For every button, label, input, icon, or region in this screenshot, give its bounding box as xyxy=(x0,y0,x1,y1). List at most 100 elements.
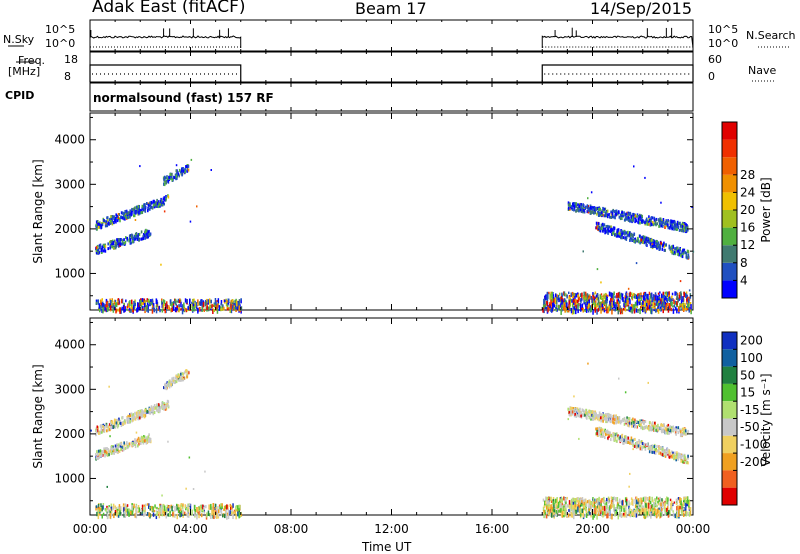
echo-cell xyxy=(147,230,150,234)
echo-cell xyxy=(570,206,572,210)
clutter-cell xyxy=(615,497,617,502)
echo-cell xyxy=(630,436,633,440)
echo-cell xyxy=(591,417,593,421)
clutter-cell xyxy=(574,498,576,503)
clutter-cell xyxy=(635,496,638,502)
clutter-cell xyxy=(631,512,633,517)
clutter-cell xyxy=(221,304,224,308)
clutter-cell xyxy=(132,308,134,313)
echo-cell xyxy=(632,219,634,223)
clutter-cell xyxy=(140,509,142,513)
clutter-cell xyxy=(659,506,662,509)
echo-cell xyxy=(622,236,625,240)
echo-cell xyxy=(623,438,625,442)
clutter-cell xyxy=(236,300,238,307)
clutter-cell xyxy=(556,506,559,510)
echo-cell xyxy=(595,432,597,436)
echo-cell xyxy=(645,220,647,224)
echo-cell xyxy=(607,430,610,434)
clutter-cell xyxy=(126,308,128,311)
echo-cell xyxy=(654,449,657,453)
echo-cell xyxy=(182,169,185,173)
scatter-cell xyxy=(596,268,599,271)
clutter-cell xyxy=(137,303,140,307)
clutter-cell xyxy=(585,304,587,311)
echo-cell xyxy=(181,173,183,177)
echo-cell xyxy=(119,219,121,223)
clutter-cell xyxy=(182,505,184,509)
echo-cell xyxy=(123,238,125,242)
clutter-cell xyxy=(572,304,574,308)
clutter-cell xyxy=(606,307,608,314)
clutter-cell xyxy=(581,292,583,297)
clutter-cell xyxy=(221,505,223,509)
echo-cell xyxy=(102,249,105,253)
echo-cell xyxy=(602,419,604,423)
clutter-cell xyxy=(555,510,558,514)
echo-cell xyxy=(667,223,669,227)
echo-cell xyxy=(664,248,666,252)
velocity-panel xyxy=(90,362,692,520)
clutter-cell xyxy=(568,509,570,512)
clutter-cell xyxy=(161,302,163,308)
echo-cell xyxy=(675,223,678,227)
echo-cell xyxy=(668,429,671,433)
echo-cell xyxy=(139,411,142,415)
clutter-cell xyxy=(638,294,640,301)
clutter-cell xyxy=(573,308,575,315)
echo-cell xyxy=(172,175,175,179)
echo-cell xyxy=(680,254,682,258)
echo-cell xyxy=(166,384,168,387)
echo-cell xyxy=(108,423,111,427)
echo-cell xyxy=(612,414,614,418)
clutter-cell xyxy=(611,308,613,315)
clutter-cell xyxy=(553,512,556,515)
echo-cell xyxy=(164,386,167,389)
clutter-cell xyxy=(546,508,549,513)
clutter-cell xyxy=(643,507,645,514)
echo-cell xyxy=(578,205,580,208)
echo-cell xyxy=(166,399,169,403)
echo-cell xyxy=(611,212,614,216)
echo-cell xyxy=(166,177,169,181)
clutter-cell xyxy=(564,303,566,309)
clutter-cell xyxy=(644,502,647,508)
echo-cell xyxy=(675,458,677,462)
echo-cell xyxy=(636,214,639,218)
clutter-cell xyxy=(133,305,135,310)
clutter-cell xyxy=(681,509,683,516)
clutter-cell xyxy=(207,510,210,517)
echo-cell xyxy=(625,215,628,219)
echo-cell xyxy=(586,411,588,415)
clutter-cell xyxy=(561,298,563,301)
clutter-cell xyxy=(157,306,160,312)
echo-cell xyxy=(150,407,152,411)
echo-cell xyxy=(128,420,130,424)
echo-cell xyxy=(671,245,673,249)
echo-cell xyxy=(638,221,640,225)
panel-frame xyxy=(89,51,694,83)
echo-cell xyxy=(658,426,660,430)
echo-cell xyxy=(666,451,669,455)
clutter-cell xyxy=(135,508,138,515)
clutter-cell xyxy=(593,501,596,506)
echo-cell xyxy=(169,173,171,176)
clutter-cell xyxy=(148,512,150,518)
clutter-cell xyxy=(203,506,205,510)
echo-cell xyxy=(138,238,140,242)
clutter-cell xyxy=(112,503,115,510)
clutter-cell xyxy=(593,509,595,512)
clutter-cell xyxy=(650,512,652,519)
clutter-cell xyxy=(184,504,186,509)
echo-cell xyxy=(582,210,584,214)
echo-cell xyxy=(122,422,124,426)
clutter-cell xyxy=(146,503,149,506)
clutter-cell xyxy=(191,303,193,309)
echo-cell xyxy=(569,202,571,206)
echo-cell xyxy=(116,418,119,422)
clutter-cell xyxy=(661,502,664,508)
clutter-cell xyxy=(645,509,648,514)
echo-cell xyxy=(658,224,660,228)
clutter-cell xyxy=(600,301,602,305)
clutter-cell xyxy=(180,308,182,311)
